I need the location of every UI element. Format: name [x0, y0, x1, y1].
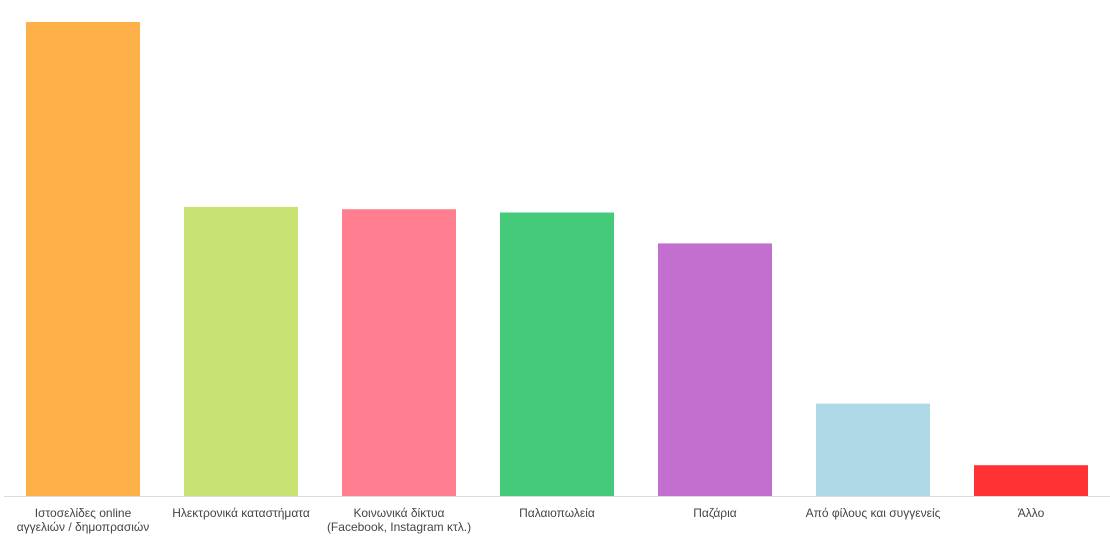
bar-4 [658, 243, 772, 496]
x-tick-label-0: Ιστοσελίδες online αγγελιών / δημοπρασιών [17, 506, 150, 534]
x-tick-label-line: Από φίλους και συγγενείς [806, 506, 941, 520]
x-tick-label-line: Παλαιοπωλεία [519, 506, 595, 520]
x-tick-labels: Ιστοσελίδες online αγγελιών / δημοπρασιών… [17, 506, 1045, 534]
bars-group [26, 22, 1088, 496]
x-tick-label-6: Άλλο [1018, 506, 1045, 520]
x-tick-label-line: Ιστοσελίδες online [35, 506, 132, 520]
x-tick-label-1: Ηλεκτρονικά καταστήματα [172, 506, 310, 520]
x-tick-label-2: Κοινωνικά δίκτυα (Facebook, Instagram κτλ… [327, 506, 471, 534]
x-tick-label-line: Κοινωνικά δίκτυα [354, 506, 445, 520]
x-tick-label-line: Ηλεκτρονικά καταστήματα [172, 506, 310, 520]
x-tick-label-line: αγγελιών / δημοπρασιών [17, 520, 150, 534]
x-tick-label-line: Παζάρια [693, 506, 737, 520]
bar-6 [974, 465, 1088, 496]
x-tick-label-3: Παλαιοπωλεία [519, 506, 595, 520]
bar-3 [500, 212, 614, 496]
bar-2 [342, 209, 456, 496]
bar-1 [184, 206, 298, 496]
x-tick-label-line: Άλλο [1018, 506, 1045, 520]
x-tick-label-4: Παζάρια [693, 506, 737, 520]
bar-0 [26, 22, 140, 496]
bar-5 [816, 403, 930, 496]
x-tick-label-5: Από φίλους και συγγενείς [806, 506, 941, 520]
x-tick-label-line: (Facebook, Instagram κτλ.) [327, 520, 471, 534]
